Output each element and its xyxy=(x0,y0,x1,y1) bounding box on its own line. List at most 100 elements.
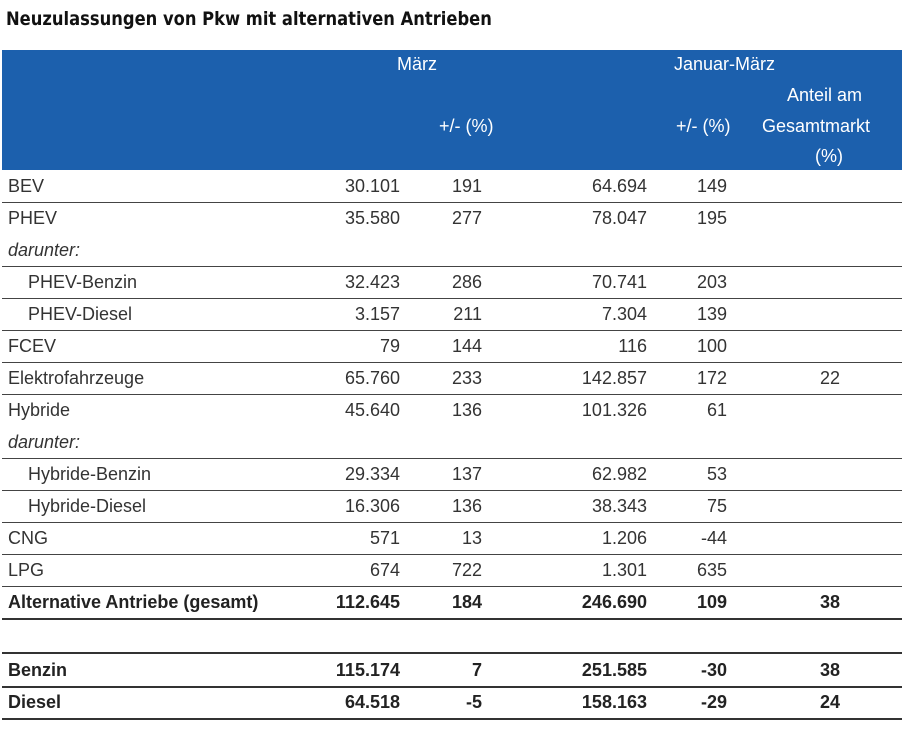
cell-share: 24 xyxy=(819,692,840,712)
header-januar-maerz-change: +/- (%) xyxy=(676,116,731,136)
header-share-line2: Gesamtmarkt xyxy=(762,116,871,136)
cell-januar-maerz: 251.585 xyxy=(581,660,647,680)
row-label: FCEV xyxy=(8,336,57,356)
table-title: Neuzulassungen von Pkw mit alternativen … xyxy=(6,8,492,30)
table-row: darunter: xyxy=(2,426,902,459)
table-row: FCEV 79 144 116 100 xyxy=(2,330,902,363)
cell-maerz-change: 191 xyxy=(451,176,482,196)
header-maerz: März xyxy=(397,54,437,74)
cell-maerz-change: 722 xyxy=(451,560,482,580)
cell-januar-maerz: 62.982 xyxy=(591,464,647,484)
header-share-line1: Anteil am xyxy=(787,85,863,105)
cell-januar-maerz-change: 100 xyxy=(696,336,727,356)
cell-maerz-change: 136 xyxy=(451,400,482,420)
row-label: PHEV xyxy=(8,208,58,228)
cell-maerz-change: 136 xyxy=(451,496,482,516)
cell-januar-maerz: 116 xyxy=(618,336,647,356)
table-row: Diesel 64.518 -5 158.163 -29 24 xyxy=(2,686,902,720)
cell-share: 38 xyxy=(819,660,840,680)
cell-maerz-change: 137 xyxy=(451,464,482,484)
row-label: PHEV-Diesel xyxy=(28,304,133,324)
row-label: CNG xyxy=(8,528,48,548)
cell-januar-maerz: 158.163 xyxy=(581,692,647,712)
row-label: PHEV-Benzin xyxy=(28,272,138,292)
table-row: Hybride-Benzin 29.334 137 62.982 53 xyxy=(2,458,902,491)
table-row: Hybride 45.640 136 101.326 61 xyxy=(2,394,902,426)
cell-maerz-change: 144 xyxy=(451,336,482,356)
cell-maerz-change: 13 xyxy=(461,528,482,548)
row-label: Elektrofahrzeuge xyxy=(8,368,145,388)
cell-maerz-change: 277 xyxy=(451,208,482,228)
cell-maerz-change: 211 xyxy=(453,304,482,324)
cell-januar-maerz-change: 203 xyxy=(696,272,727,292)
cell-maerz: 65.760 xyxy=(344,368,400,388)
cell-maerz-change: 7 xyxy=(471,660,482,680)
cell-januar-maerz: 246.690 xyxy=(581,592,647,612)
table-row-total: Alternative Antriebe (gesamt) 112.645 18… xyxy=(2,586,902,620)
cell-januar-maerz: 38.343 xyxy=(591,496,647,516)
row-label: Diesel xyxy=(8,692,62,712)
table-row: Elektrofahrzeuge 65.760 233 142.857 172 … xyxy=(2,362,902,395)
cell-januar-maerz: 7.304 xyxy=(601,304,647,324)
cell-maerz-change: -5 xyxy=(465,692,482,712)
cell-maerz-change: 286 xyxy=(451,272,482,292)
cell-januar-maerz-change: 109 xyxy=(696,592,727,612)
cell-januar-maerz: 78.047 xyxy=(591,208,647,228)
table-header: März Januar-März +/- (%) +/- (%) Anteil … xyxy=(2,50,902,170)
cell-januar-maerz-change: 149 xyxy=(696,176,727,196)
cell-maerz: 16.306 xyxy=(344,496,400,516)
row-label: Hybride-Diesel xyxy=(28,496,147,516)
cell-januar-maerz: 64.694 xyxy=(591,176,647,196)
table-row: PHEV-Benzin 32.423 286 70.741 203 xyxy=(2,266,902,299)
cell-januar-maerz: 70.741 xyxy=(591,272,647,292)
row-label: Benzin xyxy=(8,660,68,680)
cell-maerz: 3.157 xyxy=(354,304,400,324)
table-row: CNG 571 13 1.206 -44 xyxy=(2,522,902,555)
header-share-line3: (%) xyxy=(815,146,843,166)
table-row: PHEV-Diesel 3.157 211 7.304 139 xyxy=(2,298,902,331)
cell-januar-maerz-change: -30 xyxy=(700,660,727,680)
row-label: darunter: xyxy=(8,432,81,452)
cell-maerz: 29.334 xyxy=(344,464,400,484)
cell-januar-maerz: 1.301 xyxy=(601,560,647,580)
cell-januar-maerz-change: 195 xyxy=(696,208,727,228)
cell-januar-maerz-change: 139 xyxy=(696,304,727,324)
cell-maerz: 32.423 xyxy=(344,272,400,292)
cell-januar-maerz: 101.326 xyxy=(581,400,647,420)
cell-share: 38 xyxy=(819,592,840,612)
row-label: Hybride-Benzin xyxy=(28,464,152,484)
cell-januar-maerz: 1.206 xyxy=(601,528,647,548)
cell-share: 22 xyxy=(819,368,840,388)
cell-maerz: 674 xyxy=(369,560,400,580)
cell-maerz: 79 xyxy=(379,336,400,356)
cell-maerz: 45.640 xyxy=(344,400,400,420)
cell-maerz: 30.101 xyxy=(344,176,400,196)
cell-januar-maerz-change: 75 xyxy=(706,496,727,516)
cell-januar-maerz-change: -44 xyxy=(700,528,727,548)
cell-januar-maerz: 142.857 xyxy=(581,368,647,388)
cell-januar-maerz-change: 53 xyxy=(706,464,727,484)
table-row: LPG 674 722 1.301 635 xyxy=(2,554,902,587)
cell-maerz-change: 184 xyxy=(451,592,482,612)
cell-maerz: 35.580 xyxy=(344,208,400,228)
header-januar-maerz: Januar-März xyxy=(674,54,776,74)
table-row: PHEV 35.580 277 78.047 195 xyxy=(2,202,902,234)
cell-maerz-change: 233 xyxy=(451,368,482,388)
table-row: darunter: xyxy=(2,234,902,267)
cell-januar-maerz-change: -29 xyxy=(700,692,727,712)
cell-maerz: 115.174 xyxy=(335,660,400,680)
table-row: BEV 30.101 191 64.694 149 xyxy=(2,170,902,203)
table-row: Hybride-Diesel 16.306 136 38.343 75 xyxy=(2,490,902,523)
row-label: Alternative Antriebe (gesamt) xyxy=(8,592,259,612)
table-row-spacer xyxy=(2,620,902,652)
row-label: LPG xyxy=(8,560,45,580)
header-maerz-change: +/- (%) xyxy=(439,116,494,136)
cell-maerz: 112.645 xyxy=(335,592,400,612)
cell-maerz: 64.518 xyxy=(344,692,400,712)
row-label: darunter: xyxy=(8,240,81,260)
cell-januar-maerz-change: 172 xyxy=(696,368,727,388)
row-label: BEV xyxy=(8,176,45,196)
cell-januar-maerz-change: 61 xyxy=(706,400,727,420)
table-row: Benzin 115.174 7 251.585 -30 38 xyxy=(2,652,902,688)
row-label: Hybride xyxy=(8,400,71,420)
